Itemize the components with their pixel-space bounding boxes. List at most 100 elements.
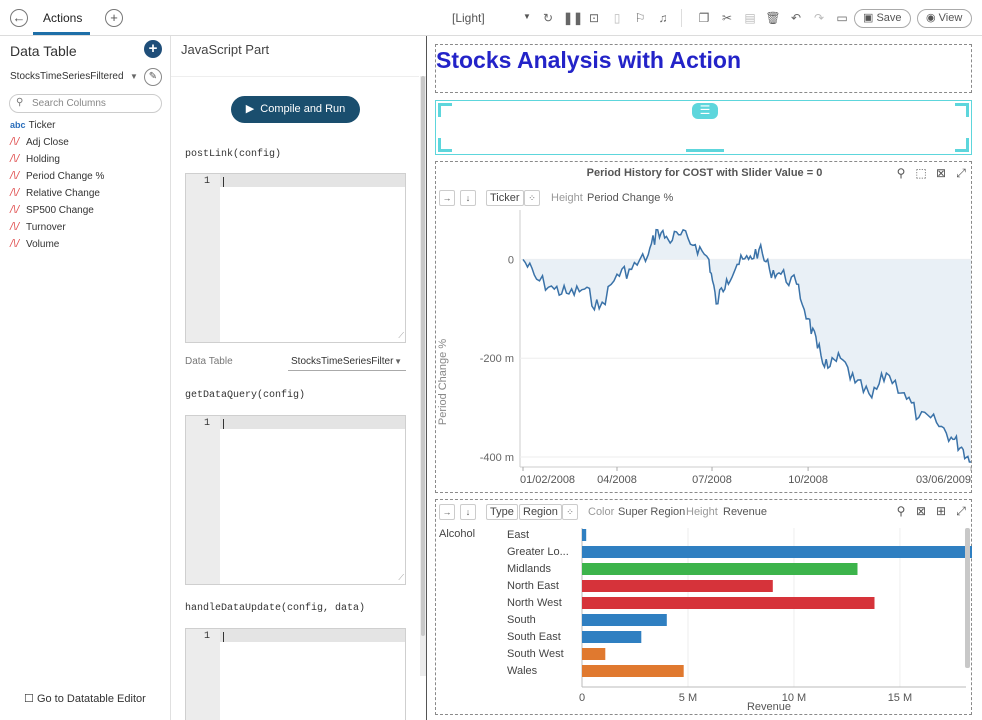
editor-header — [186, 629, 405, 642]
scrollbar-thumb[interactable] — [965, 528, 970, 668]
column-item-ticker[interactable]: abc Ticker — [10, 117, 55, 133]
chevron-down-icon[interactable]: ▼ — [130, 72, 138, 81]
line-chart-part[interactable]: Period History for COST with Slider Valu… — [435, 161, 972, 493]
y-tick-label: -400 m — [480, 452, 514, 464]
drag-handle-icon[interactable]: ☰ — [692, 103, 718, 119]
data-table-panel: Data Table + StocksTimeSeriesFiltered ▼ … — [0, 36, 171, 720]
expand-icon[interactable]: ⤢ — [956, 166, 966, 180]
column-item-adj-close[interactable]: /\/Adj Close — [10, 136, 69, 148]
view-button[interactable]: ◉ View — [917, 9, 972, 28]
corner-handle — [955, 103, 969, 117]
text-cursor — [223, 419, 224, 429]
undo-icon[interactable]: ↶ — [790, 11, 802, 25]
column-item-sp500-change[interactable]: /\/SP500 Change — [10, 204, 94, 216]
editor-header — [186, 174, 405, 187]
category-label: Wales — [507, 665, 538, 677]
column-item-turnover[interactable]: /\/Turnover — [10, 221, 66, 233]
theme-select[interactable]: [Light] — [452, 11, 485, 25]
chevron-down-icon[interactable]: ▼ — [523, 12, 531, 21]
bar — [582, 614, 667, 626]
region-tag[interactable]: Region — [519, 504, 562, 520]
sort-desc-icon[interactable]: ↓ — [460, 190, 476, 206]
bar-chart: East Greater Lo... Midlands North East North… — [507, 528, 972, 713]
slider-part[interactable]: ☰ — [435, 100, 972, 155]
numeric-type-icon: /\/ — [10, 221, 20, 233]
tab-actions[interactable]: Actions — [43, 11, 83, 25]
sort-icon[interactable]: → — [439, 190, 455, 206]
add-column-button[interactable]: + — [144, 40, 162, 58]
javascript-part-panel: JavaScript Part ▶ Compile and Run postLi… — [171, 36, 427, 720]
add-tab-icon[interactable]: + — [105, 9, 123, 27]
edit-icon[interactable]: ✎ — [144, 68, 162, 86]
ticker-tag[interactable]: Ticker — [486, 190, 524, 206]
search-input[interactable]: ⚲ Search Columns — [9, 94, 162, 113]
camera-icon[interactable]: ⊡ — [588, 11, 600, 25]
divider — [171, 76, 419, 77]
x-tick-label: 07/2008 — [692, 474, 732, 486]
dashboard-canvas: Stocks Analysis with Action ☰ Period His… — [427, 36, 982, 720]
select-area-icon[interactable]: ⬚ — [915, 166, 927, 180]
line-number: 1 — [203, 631, 210, 642]
export-icon[interactable]: ▯ — [613, 11, 621, 25]
paste-icon[interactable]: ▤ — [744, 11, 756, 25]
type-tag[interactable]: Type — [486, 504, 518, 520]
chart-title: Period History for COST with Slider Valu… — [586, 167, 823, 179]
numeric-type-icon: /\/ — [10, 136, 20, 148]
color-value: Super Region — [618, 506, 686, 518]
panel-title: Data Table — [10, 43, 77, 59]
compile-and-run-button[interactable]: ▶ Compile and Run — [231, 96, 360, 123]
bar — [582, 563, 858, 575]
resize-handle-icon[interactable]: ⟋ — [398, 331, 404, 340]
numeric-type-icon: /\/ — [10, 153, 20, 165]
line-number: 1 — [203, 176, 210, 187]
export-excel-icon[interactable]: ⊠ — [935, 166, 947, 180]
refresh-icon[interactable]: ↻ — [542, 11, 554, 25]
export-excel-icon[interactable]: ⊠ — [915, 504, 927, 518]
column-item-volume[interactable]: /\/Volume — [10, 238, 60, 250]
redo-icon[interactable]: ↷ — [813, 11, 825, 25]
scatter-icon[interactable]: ⁘ — [562, 504, 578, 520]
trash-icon[interactable]: 🗑 — [765, 11, 781, 25]
go-to-datatable-editor-link[interactable]: ☐ Go to Datatable Editor — [24, 693, 146, 705]
corner-handle — [955, 138, 969, 152]
resize-handle[interactable] — [686, 149, 724, 152]
bar — [582, 665, 684, 677]
search-icon[interactable]: ⚲ — [896, 504, 906, 518]
scatter-icon[interactable]: ⁘ — [524, 190, 540, 206]
expand-icon[interactable]: ⤢ — [956, 504, 966, 518]
numeric-type-icon: /\/ — [10, 238, 20, 250]
scrollbar[interactable] — [420, 76, 426, 676]
sort-desc-icon[interactable]: ↓ — [460, 504, 476, 520]
copy-icon[interactable]: ❐ — [698, 11, 710, 25]
bookmark-icon[interactable]: ⚐ — [634, 11, 646, 25]
bar-chart-part[interactable]: → ↓ Type Region ⁘ Color Super Region Hei… — [435, 499, 972, 715]
text-type-icon: abc — [10, 120, 26, 130]
y-axis-label: Period Change % — [437, 339, 449, 425]
table-select[interactable]: StocksTimeSeriesFiltered — [10, 71, 124, 82]
eye-icon: ◉ — [926, 12, 936, 24]
column-item-holding[interactable]: /\/Holding — [10, 153, 60, 165]
resize-handle-icon[interactable]: ⟋ — [398, 573, 404, 582]
save-button[interactable]: ▣ Save — [854, 9, 911, 28]
back-icon[interactable]: ← — [10, 9, 28, 27]
table-icon[interactable]: ⊞ — [935, 504, 947, 518]
pause-icon[interactable]: ❚❚ — [563, 11, 584, 25]
numeric-type-icon: /\/ — [10, 187, 20, 199]
getdataquery-code-editor[interactable]: 1 ⟋ — [185, 415, 406, 585]
comment-icon[interactable]: ▭ — [836, 11, 848, 25]
cut-icon[interactable]: ✂ — [721, 11, 733, 25]
x-tick-label: 04/2008 — [597, 474, 637, 486]
column-item-period-change[interactable]: /\/Period Change % — [10, 170, 105, 182]
search-icon[interactable]: ⚲ — [896, 166, 906, 180]
sort-icon[interactable]: → — [439, 504, 455, 520]
data-table-select[interactable]: StocksTimeSeriesFilter ▼ — [288, 352, 406, 371]
bell-icon[interactable]: ♫ — [658, 11, 668, 25]
scrollbar-thumb[interactable] — [421, 76, 425, 636]
postlink-code-editor[interactable]: 1 ⟋ — [185, 173, 406, 343]
title-part[interactable]: Stocks Analysis with Action — [435, 44, 972, 93]
handledataupdate-code-editor[interactable]: 1 — [185, 628, 406, 720]
column-item-relative-change[interactable]: /\/Relative Change — [10, 187, 100, 199]
x-tick-label: 15 M — [888, 692, 912, 704]
group-label: Alcohol — [439, 528, 476, 540]
dashboard-title: Stocks Analysis with Action — [436, 47, 742, 73]
